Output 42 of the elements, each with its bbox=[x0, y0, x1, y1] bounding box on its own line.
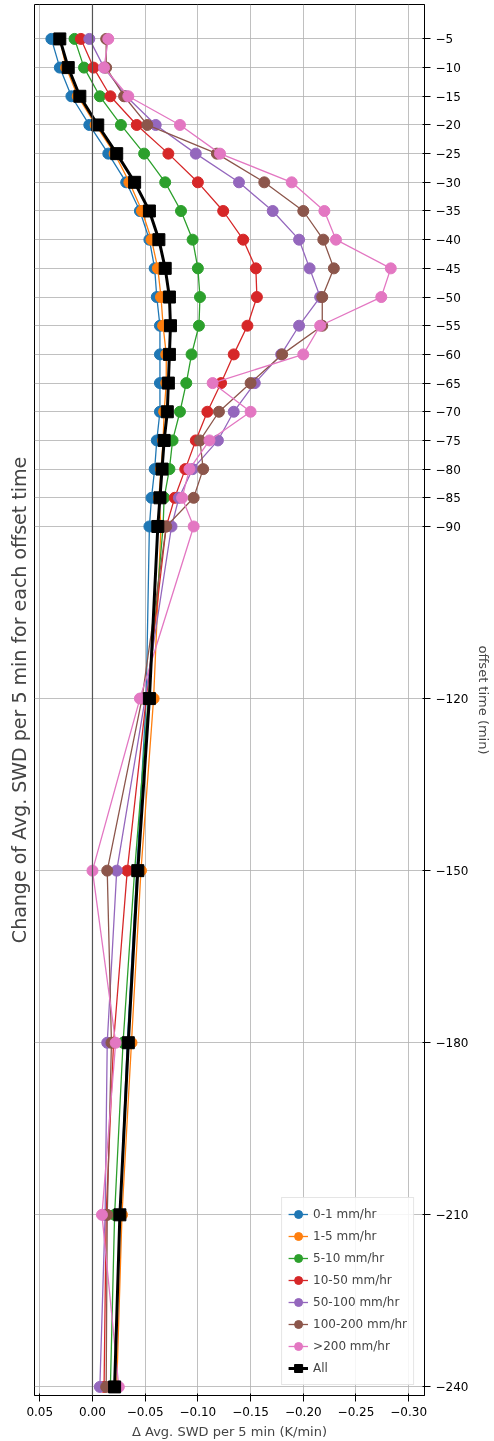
legend-label: 50-100 mm/hr bbox=[313, 1295, 400, 1309]
y-tick-label: −150 bbox=[435, 864, 469, 879]
y-tick-label: −40 bbox=[435, 233, 461, 248]
legend-label: 100-200 mm/hr bbox=[313, 1317, 407, 1331]
y-axis-title: offset time (min) bbox=[476, 645, 492, 755]
y-tick-label: −15 bbox=[435, 89, 461, 104]
x-tick-label: −0.25 bbox=[337, 1404, 375, 1419]
x-axis-title: Δ Avg. SWD per 5 min (K/min) bbox=[132, 1423, 327, 1439]
y-tick-label: −80 bbox=[435, 462, 461, 477]
x-tick-label: 0.05 bbox=[26, 1404, 54, 1419]
x-tick-label: 0.00 bbox=[79, 1404, 106, 1419]
y-tick-label: −90 bbox=[435, 519, 461, 534]
x-tick-label: −0.05 bbox=[126, 1404, 164, 1419]
legend-label: 5-10 mm/hr bbox=[313, 1251, 385, 1265]
legend-label: 0-1 mm/hr bbox=[313, 1207, 377, 1221]
text: Change of Avg. SWD per 5 min for each offset time bbox=[7, 456, 30, 944]
x-tick-label: −0.15 bbox=[232, 1404, 269, 1419]
y-tick-label: −45 bbox=[435, 261, 461, 276]
legend-label: 10-50 mm/hr bbox=[313, 1273, 392, 1287]
legend-label: All bbox=[313, 1361, 329, 1375]
y-tick-label: −25 bbox=[435, 147, 461, 162]
x-tick-label: −0.20 bbox=[284, 1404, 322, 1419]
y-tick-label: −75 bbox=[435, 433, 461, 448]
legend-label: >200 mm/hr bbox=[313, 1339, 390, 1353]
y-tick-label: −55 bbox=[435, 319, 461, 334]
y-tick-label: −180 bbox=[435, 1036, 469, 1051]
y-tick-label: −240 bbox=[435, 1380, 469, 1395]
legend-label: 1-5 mm/hr bbox=[313, 1229, 377, 1243]
x-tick-label: −0.10 bbox=[179, 1404, 217, 1419]
y-tick-label: −35 bbox=[435, 204, 461, 219]
y-tick-label: −50 bbox=[435, 290, 461, 305]
y-tick-label: −60 bbox=[435, 347, 461, 362]
y-tick-label: −210 bbox=[435, 1208, 469, 1223]
y-tick-label: −10 bbox=[435, 61, 461, 76]
y-tick-label: −30 bbox=[435, 175, 461, 190]
y-tick-label: −70 bbox=[435, 405, 461, 420]
x-tick-label: −0.30 bbox=[390, 1404, 428, 1419]
y-tick-label: −65 bbox=[435, 376, 461, 391]
y-tick-label: −20 bbox=[435, 118, 461, 133]
y-tick-label: −120 bbox=[435, 692, 469, 707]
y-tick-label: −5 bbox=[435, 32, 454, 47]
y-tick-label: −85 bbox=[435, 491, 461, 506]
